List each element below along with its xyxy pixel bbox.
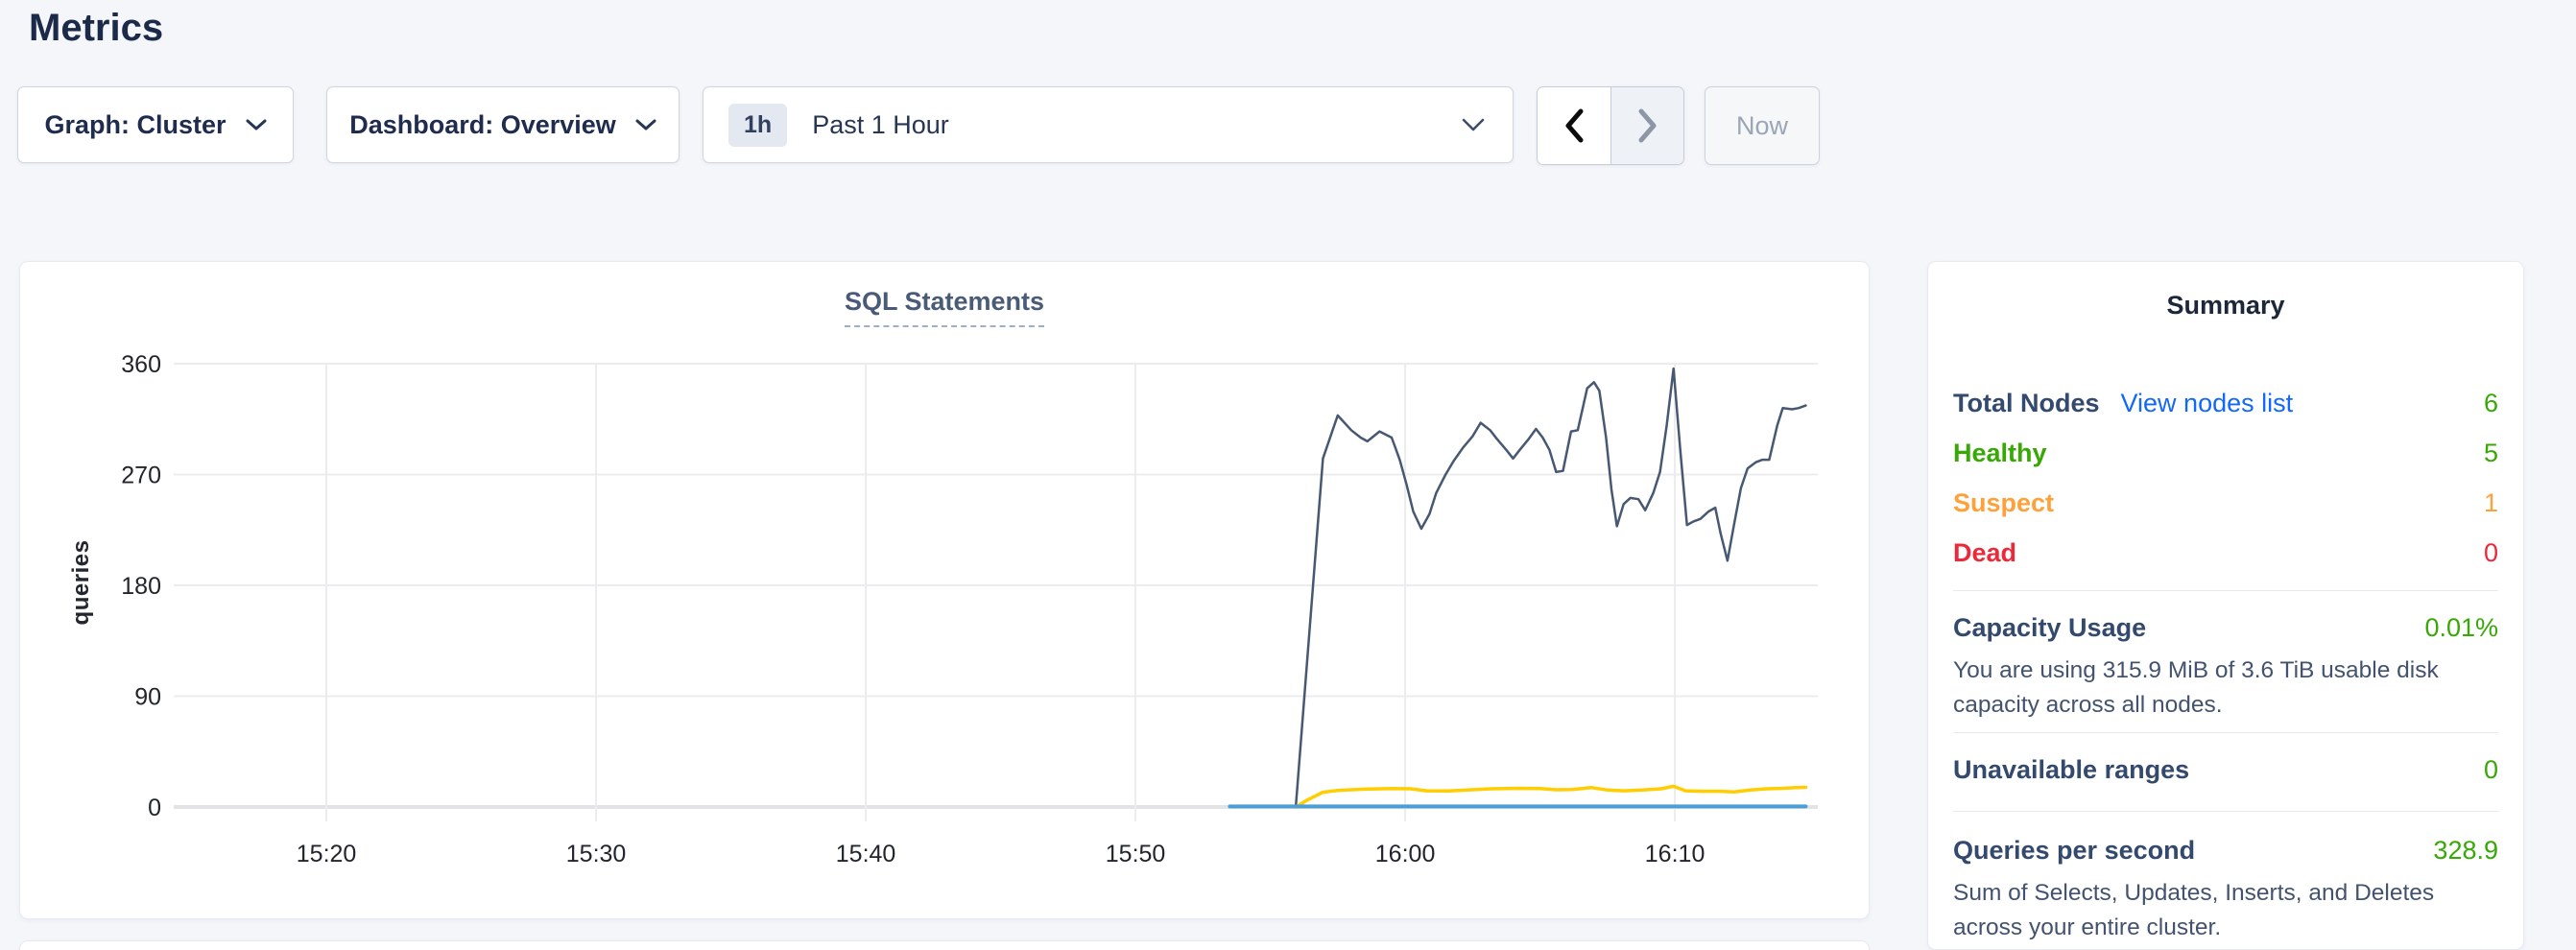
queries-per-second-label: Queries per second [1953,836,2196,865]
y-tick-label: 0 [148,795,161,821]
divider [1953,732,2498,733]
capacity-usage-description: You are using 315.9 MiB of 3.6 TiB usabl… [1953,657,2439,718]
total-nodes-value: 6 [2483,389,2498,417]
suspect-label: Suspect [1953,488,2055,517]
page-title: Metrics [29,7,164,49]
queries-per-second-description: Sum of Selects, Updates, Inserts, and De… [1953,880,2435,940]
queries-per-second-row: Queries per second 328.9 [1953,836,2498,866]
total-nodes-label: Total Nodes [1953,389,2100,417]
queries-per-second-value: 328.9 [2433,836,2498,865]
chevron-down-icon [635,119,656,131]
suspect-value: 1 [2483,488,2498,517]
x-tick-label: 15:50 [1106,841,1166,867]
time-range-label: Past 1 Hour [812,109,949,139]
x-tick-label: 16:10 [1645,841,1705,867]
unavailable-ranges-value: 0 [2483,755,2498,784]
y-tick-label: 360 [121,351,161,378]
view-nodes-list-link[interactable]: View nodes list [2120,389,2294,417]
x-tick-label: 15:30 [566,841,627,867]
dashboard-dropdown[interactable]: Dashboard: Overview [326,86,680,163]
chevron-down-icon [246,119,267,131]
total-nodes-row: Total Nodes View nodes list 6 [1953,389,2498,418]
y-tick-label: 90 [134,684,161,711]
graph-dropdown[interactable]: Graph: Cluster [17,86,294,163]
chart-title[interactable]: SQL Statements [844,287,1045,327]
capacity-usage-row: Capacity Usage 0.01% [1953,613,2498,643]
chevron-left-icon [1565,108,1584,143]
suspect-nodes-row: Suspect 1 [1953,488,2498,518]
summary-panel: Summary Total Nodes View nodes list 6 He… [1927,261,2524,950]
unavailable-ranges-label: Unavailable ranges [1953,755,2190,784]
dead-nodes-row: Dead 0 [1953,538,2498,568]
chevron-right-icon [1638,108,1656,143]
next-chart-card [19,940,1870,950]
dead-value: 0 [2483,538,2498,567]
graph-dropdown-label: Graph: Cluster [44,109,227,139]
prev-time-window-button[interactable] [1538,87,1610,164]
x-tick-label: 15:20 [297,841,357,867]
next-time-window-button[interactable] [1610,87,1683,164]
sql-statements-chart-card: SQL Statements queries 0 90 180 270 360 15:20… [19,261,1870,919]
healthy-value: 5 [2483,439,2498,467]
dashboard-dropdown-label: Dashboard: Overview [349,109,616,139]
y-tick-label: 180 [121,573,161,600]
y-tick-label: 270 [121,463,161,489]
time-range-selector[interactable]: 1h Past 1 Hour [703,86,1514,163]
time-window-arrows [1537,86,1684,165]
healthy-label: Healthy [1953,439,2047,467]
divider [1953,590,2498,591]
chevron-down-icon [1462,118,1485,131]
capacity-usage-label: Capacity Usage [1953,613,2147,642]
capacity-usage-value: 0.01% [2424,613,2498,642]
now-button[interactable]: Now [1705,86,1820,165]
healthy-nodes-row: Healthy 5 [1953,439,2498,468]
chart-series-yellow-series [1294,784,1808,809]
unavailable-ranges-row: Unavailable ranges 0 [1953,755,2498,785]
summary-title: Summary [2166,291,2285,320]
x-tick-label: 16:00 [1375,841,1436,867]
sql-statements-chart-plot[interactable]: 0 90 180 270 360 15:20 15:30 15:40 15:50 16:00 16:… [20,262,1871,920]
chart-series-dark-navy-series [1295,367,1807,806]
time-range-badge: 1h [728,103,788,147]
dead-label: Dead [1953,538,2017,567]
divider [1953,811,2498,812]
x-tick-label: 15:40 [836,841,896,867]
